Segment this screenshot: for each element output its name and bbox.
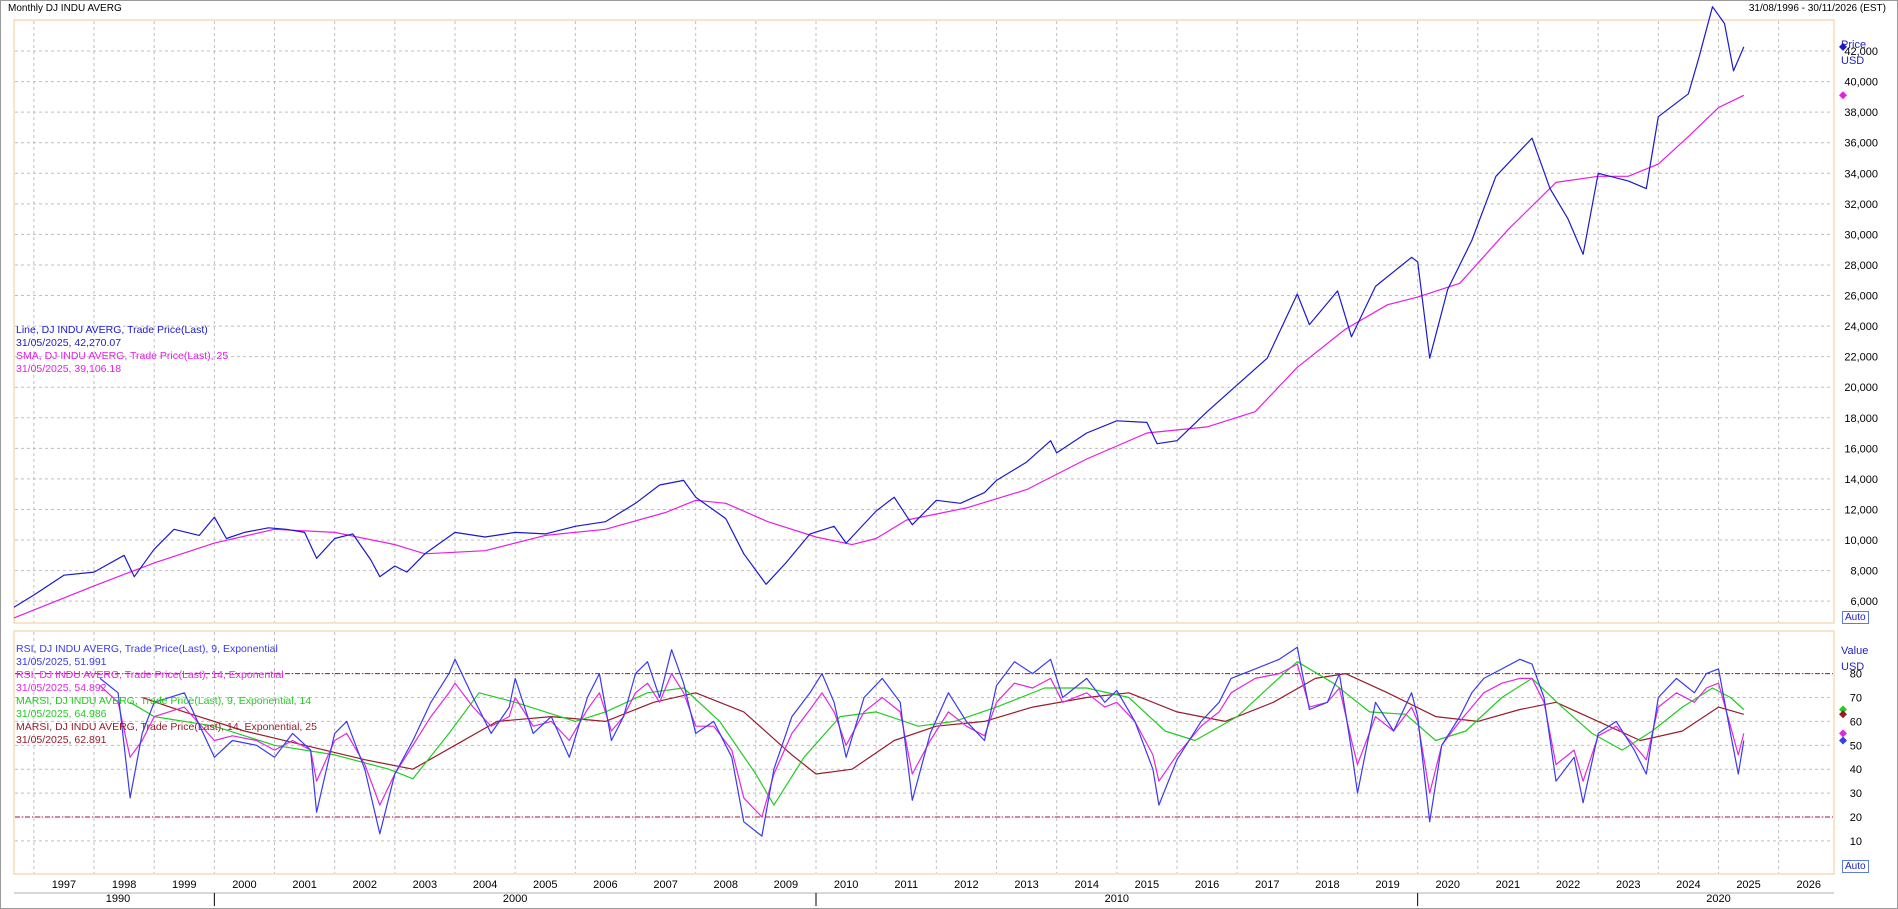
price-tick-label: 6,000 — [1850, 596, 1878, 608]
rsi-panel-frame — [13, 630, 1835, 875]
price-legend: Line, DJ INDU AVERG, Trade Price(Last) 3… — [16, 324, 228, 376]
x-tick-label: 2021 — [1496, 879, 1520, 891]
decade-label: 2020 — [1706, 893, 1730, 905]
legend-rsi14-value: 31/05/2025, 54.892 — [16, 682, 107, 694]
price-axis-unit: USD — [1841, 55, 1864, 67]
x-tick-label: 2002 — [353, 879, 377, 891]
price-tick-label: 14,000 — [1844, 474, 1878, 486]
marsi9-last-marker — [1839, 705, 1847, 714]
x-tick-label: 2026 — [1796, 879, 1820, 891]
legend-rsi9-value: 31/05/2025, 51.991 — [16, 656, 107, 668]
price-tick-label: 18,000 — [1844, 413, 1878, 425]
rsi9-series-line — [99, 646, 1745, 837]
x-tick-label: 1999 — [172, 879, 196, 891]
price-tick-label: 38,000 — [1844, 107, 1878, 119]
price-series-line — [13, 6, 1745, 608]
x-tick-label: 2004 — [473, 879, 497, 891]
x-tick-label: 2013 — [1014, 879, 1038, 891]
legend-line-value: 31/05/2025, 42,270.07 — [16, 337, 122, 349]
x-tick-label: 2012 — [954, 879, 978, 891]
legend-rsi9-label: RSI, DJ INDU AVERG, Trade Price(Last), 9… — [16, 643, 278, 655]
rsi-tick-label: 20 — [1850, 812, 1862, 824]
price-tick-label: 12,000 — [1844, 504, 1878, 516]
rsi9-last-marker — [1839, 736, 1847, 745]
price-tick-label: 8,000 — [1850, 566, 1878, 578]
x-tick-label: 1997 — [52, 879, 76, 891]
x-tick-label: 2022 — [1556, 879, 1580, 891]
x-tick-label: 2011 — [894, 879, 918, 891]
rsi14-series-line — [99, 663, 1745, 818]
price-tick-label: 10,000 — [1844, 535, 1878, 547]
x-tick-label: 2005 — [533, 879, 557, 891]
x-tick-label: 1998 — [112, 879, 136, 891]
price-last-marker — [1839, 42, 1847, 51]
price-tick-label: 32,000 — [1844, 199, 1878, 211]
price-tick-label: 16,000 — [1844, 443, 1878, 455]
x-tick-label: 2025 — [1736, 879, 1760, 891]
price-tick-label: 40,000 — [1844, 77, 1878, 89]
price-tick-label: 28,000 — [1844, 260, 1878, 272]
price-tick-label: 30,000 — [1844, 229, 1878, 241]
decade-label: 1990 — [106, 893, 130, 905]
x-tick-label: 2006 — [593, 879, 617, 891]
legend-sma-value: 31/05/2025, 39,106.18 — [16, 363, 122, 375]
x-tick-label: 2007 — [653, 879, 677, 891]
legend-line-label: Line, DJ INDU AVERG, Trade Price(Last) — [16, 324, 208, 336]
x-tick-label: 2023 — [1616, 879, 1640, 891]
x-tick-label: 2008 — [714, 879, 738, 891]
x-tick-label: 2019 — [1375, 879, 1399, 891]
legend-marsi9-value: 31/05/2025, 64.986 — [16, 708, 107, 720]
rsi-tick-label: 60 — [1850, 716, 1862, 728]
rsi14-last-marker — [1839, 729, 1847, 738]
rsi-axis-title: Value — [1841, 645, 1868, 657]
rsi-tick-label: 70 — [1850, 693, 1862, 705]
decade-label: 2010 — [1105, 893, 1129, 905]
chart-title: Monthly DJ INDU AVERG — [8, 3, 122, 14]
rsi-tick-label: 30 — [1850, 788, 1862, 800]
price-tick-label: 26,000 — [1844, 291, 1878, 303]
x-tick-label: 2000 — [232, 879, 256, 891]
rsi-tick-label: 40 — [1850, 764, 1862, 776]
legend-marsi9-label: MARSI, DJ INDU AVERG, Trade Price(Last),… — [16, 695, 312, 707]
rsi-tick-label: 10 — [1850, 836, 1862, 848]
marsi9-series-line — [129, 661, 1745, 806]
x-tick-label: 2024 — [1676, 879, 1700, 891]
rsi-tick-label: 80 — [1850, 669, 1862, 681]
legend-rsi14-label: RSI, DJ INDU AVERG, Trade Price(Last), 1… — [16, 669, 284, 681]
price-auto-button[interactable]: Auto — [1842, 611, 1869, 624]
legend-sma-label: SMA, DJ INDU AVERG, Trade Price(Last), 2… — [16, 350, 229, 362]
price-axis-title: Price — [1841, 39, 1866, 51]
legend-marsi14-label: MARSI, DJ INDU AVERG, Trade Price(Last),… — [16, 721, 317, 733]
x-tick-label: 2014 — [1075, 879, 1099, 891]
price-tick-label: 20,000 — [1844, 382, 1878, 394]
price-tick-label: 24,000 — [1844, 321, 1878, 333]
marsi14-last-marker — [1839, 710, 1847, 719]
date-range: 31/08/1996 - 30/11/2026 (EST) — [1748, 3, 1886, 14]
rsi-axis-unit: USD — [1841, 661, 1864, 673]
x-tick-label: 2001 — [292, 879, 316, 891]
x-tick-label: 2010 — [834, 879, 858, 891]
x-tick-label: 2020 — [1435, 879, 1459, 891]
price-tick-label: 36,000 — [1844, 138, 1878, 150]
price-tick-label: 42,000 — [1844, 46, 1878, 58]
rsi-auto-button[interactable]: Auto — [1842, 860, 1869, 873]
legend-marsi14-value: 31/05/2025, 62.891 — [16, 734, 107, 746]
sma-last-marker — [1839, 91, 1847, 100]
marsi14-series-line — [142, 672, 1744, 775]
x-tick-label: 2009 — [774, 879, 798, 891]
price-panel-frame — [13, 19, 1835, 624]
sma-series-line — [13, 94, 1745, 619]
x-tick-label: 2018 — [1315, 879, 1339, 891]
rsi-tick-label: 50 — [1850, 740, 1862, 752]
x-tick-label: 2017 — [1255, 879, 1279, 891]
price-tick-label: 34,000 — [1844, 168, 1878, 180]
x-tick-label: 2015 — [1135, 879, 1159, 891]
price-tick-label: 22,000 — [1844, 352, 1878, 364]
decade-label: 2000 — [503, 893, 527, 905]
x-tick-label: 2003 — [413, 879, 437, 891]
rsi-legend: RSI, DJ INDU AVERG, Trade Price(Last), 9… — [16, 643, 317, 747]
x-tick-label: 2016 — [1195, 879, 1219, 891]
